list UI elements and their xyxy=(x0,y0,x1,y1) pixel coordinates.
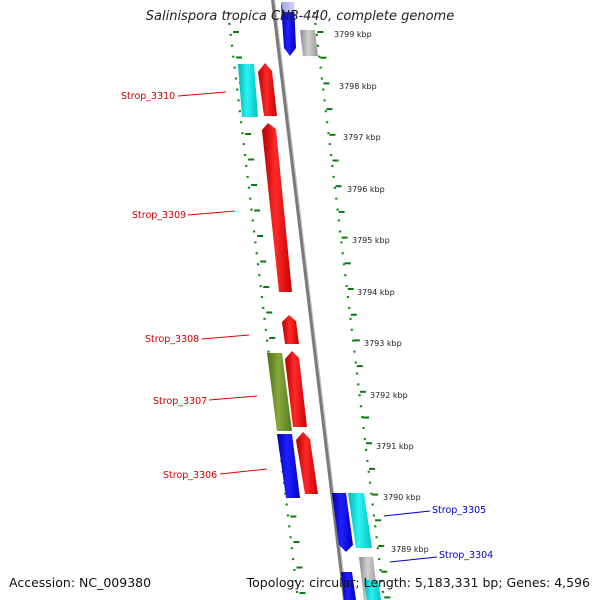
gene-label-strop-3308[interactable]: Strop_3308 xyxy=(145,334,199,345)
gene-arrow-strop-3306 xyxy=(296,432,318,494)
kbp-label-3790: 3790 kbp xyxy=(383,493,421,502)
gene-label-strop-3304[interactable]: Strop_3304 xyxy=(439,550,493,561)
gene-arrow-strop-3308 xyxy=(282,315,299,344)
gene-arrow-strop-3305-blue xyxy=(332,493,353,552)
gene-arrow-top-blue xyxy=(281,4,296,56)
gene-arrow-strop-3307-olive xyxy=(267,353,292,431)
leader-line-strop-3306 xyxy=(219,468,268,475)
gene-label-strop-3306[interactable]: Strop_3306 xyxy=(163,470,217,481)
genome-backbone xyxy=(271,0,347,600)
gene-arrow-top-gray xyxy=(300,30,318,56)
gene-label-strop-3307[interactable]: Strop_3307 xyxy=(153,396,207,407)
outer-boundary-right xyxy=(312,11,386,600)
leader-line-strop-3308 xyxy=(201,334,250,340)
kbp-label-3797: 3797 kbp xyxy=(343,133,381,142)
leader-line-strop-3304 xyxy=(389,556,438,563)
kbp-label-3796: 3796 kbp xyxy=(347,185,385,194)
accession-text: Accession: NC_009380 xyxy=(9,575,152,590)
kbp-label-3793: 3793 kbp xyxy=(364,339,402,348)
kbp-label-3798: 3798 kbp xyxy=(339,82,377,91)
leader-line-strop-3305 xyxy=(383,510,431,517)
gene-arrow-strop-3305 xyxy=(348,493,372,548)
kbp-label-3799: 3799 kbp xyxy=(334,30,372,39)
kbp-label-3792: 3792 kbp xyxy=(370,391,408,400)
outer-tick-marks xyxy=(317,31,391,599)
leader-line-strop-3309 xyxy=(187,210,236,216)
gene-arrow-strop-3309 xyxy=(262,123,292,292)
map-title: Salinispora tropica CNB-440, complete ge… xyxy=(145,9,455,24)
kbp-label-3791: 3791 kbp xyxy=(376,442,414,451)
genome-summary-text: Topology: circular; Length: 5,183,331 bp… xyxy=(246,575,590,590)
gene-label-strop-3305[interactable]: Strop_3305 xyxy=(432,505,486,516)
kbp-label-3795: 3795 kbp xyxy=(352,236,390,245)
gene-arrow-strop-3310-cyan xyxy=(238,64,258,117)
leader-line-strop-3307 xyxy=(208,395,258,401)
kbp-label-3789: 3789 kbp xyxy=(391,545,429,554)
gene-arrow-strop-3304 xyxy=(364,580,381,600)
kbp-label-3794: 3794 kbp xyxy=(357,288,395,297)
gene-label-strop-3310[interactable]: Strop_3310 xyxy=(121,91,175,102)
leader-line-strop-3310 xyxy=(177,91,227,97)
gene-label-strop-3309[interactable]: Strop_3309 xyxy=(132,210,186,221)
gene-arrow-strop-3310 xyxy=(258,63,277,116)
gene-arrow-strop-3306-blue xyxy=(277,434,300,498)
gene-arrow-strop-3307 xyxy=(285,351,307,427)
gene-arrow-top-lavender xyxy=(281,2,295,12)
gene-arrow-strop-3304-blue xyxy=(341,572,356,600)
